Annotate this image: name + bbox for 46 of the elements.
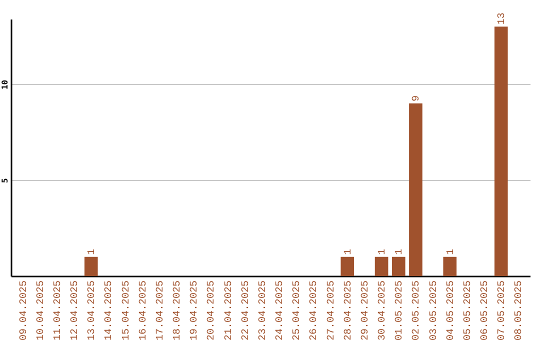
x-tick-label: 18.04.2025: [172, 280, 184, 340]
data-label: 1: [446, 248, 457, 255]
x-tick-label: 12.04.2025: [70, 280, 82, 340]
x-tick-label: 25.04.2025: [292, 280, 304, 340]
x-tick-label: 22.04.2025: [240, 280, 252, 340]
bar: [84, 256, 98, 276]
x-tick-label: 24.04.2025: [275, 280, 286, 340]
data-label: 9: [412, 95, 423, 102]
x-tick-label: 17.04.2025: [155, 280, 166, 340]
x-tick-label: 15.04.2025: [121, 280, 132, 340]
x-tick-label: 10.04.2025: [36, 280, 47, 340]
x-tick-label: 23.04.2025: [258, 280, 269, 340]
x-tick-label: 16.04.2025: [138, 280, 150, 340]
bar: [392, 256, 406, 276]
x-tick-label: 28.04.2025: [343, 280, 354, 340]
x-tick-label: 08.05.2025: [514, 280, 526, 340]
x-tick-label: 06.05.2025: [480, 280, 492, 340]
x-tick-label: 20.04.2025: [206, 280, 218, 340]
x-tick-label: 05.05.2025: [462, 280, 474, 340]
x-tick-label: 13.04.2025: [87, 280, 98, 340]
x-tick-label: 14.04.2025: [104, 280, 116, 340]
x-tick-label: 11.04.2025: [52, 280, 64, 340]
x-tick-label: 04.05.2025: [446, 280, 457, 340]
bar: [409, 103, 422, 276]
x-tick-label: 27.04.2025: [326, 280, 338, 340]
x-tick-label: 26.04.2025: [309, 280, 320, 340]
y-tick-label: 5: [0, 178, 10, 184]
x-tick-label: 01.05.2025: [394, 280, 406, 340]
data-label: 1: [87, 248, 98, 255]
x-tick-label: 29.04.2025: [360, 280, 372, 340]
x-tick-label: 07.05.2025: [497, 280, 508, 340]
data-label: 13: [497, 12, 508, 25]
bar: [494, 26, 508, 276]
data-label: 1: [394, 248, 406, 255]
x-tick-label: 30.04.2025: [378, 280, 389, 340]
x-tick-label: 02.05.2025: [412, 280, 423, 340]
x-tick-label: 09.04.2025: [18, 280, 30, 340]
data-label: 1: [378, 248, 389, 255]
bar: [443, 256, 457, 276]
x-tick-label: 03.05.2025: [428, 280, 440, 340]
y-tick-label: 10: [0, 80, 10, 90]
data-label: 1: [343, 248, 354, 255]
x-tick-label: 19.04.2025: [190, 280, 201, 340]
bar: [374, 256, 388, 276]
x-tick-label: 21.04.2025: [224, 280, 235, 340]
bar: [340, 256, 354, 276]
